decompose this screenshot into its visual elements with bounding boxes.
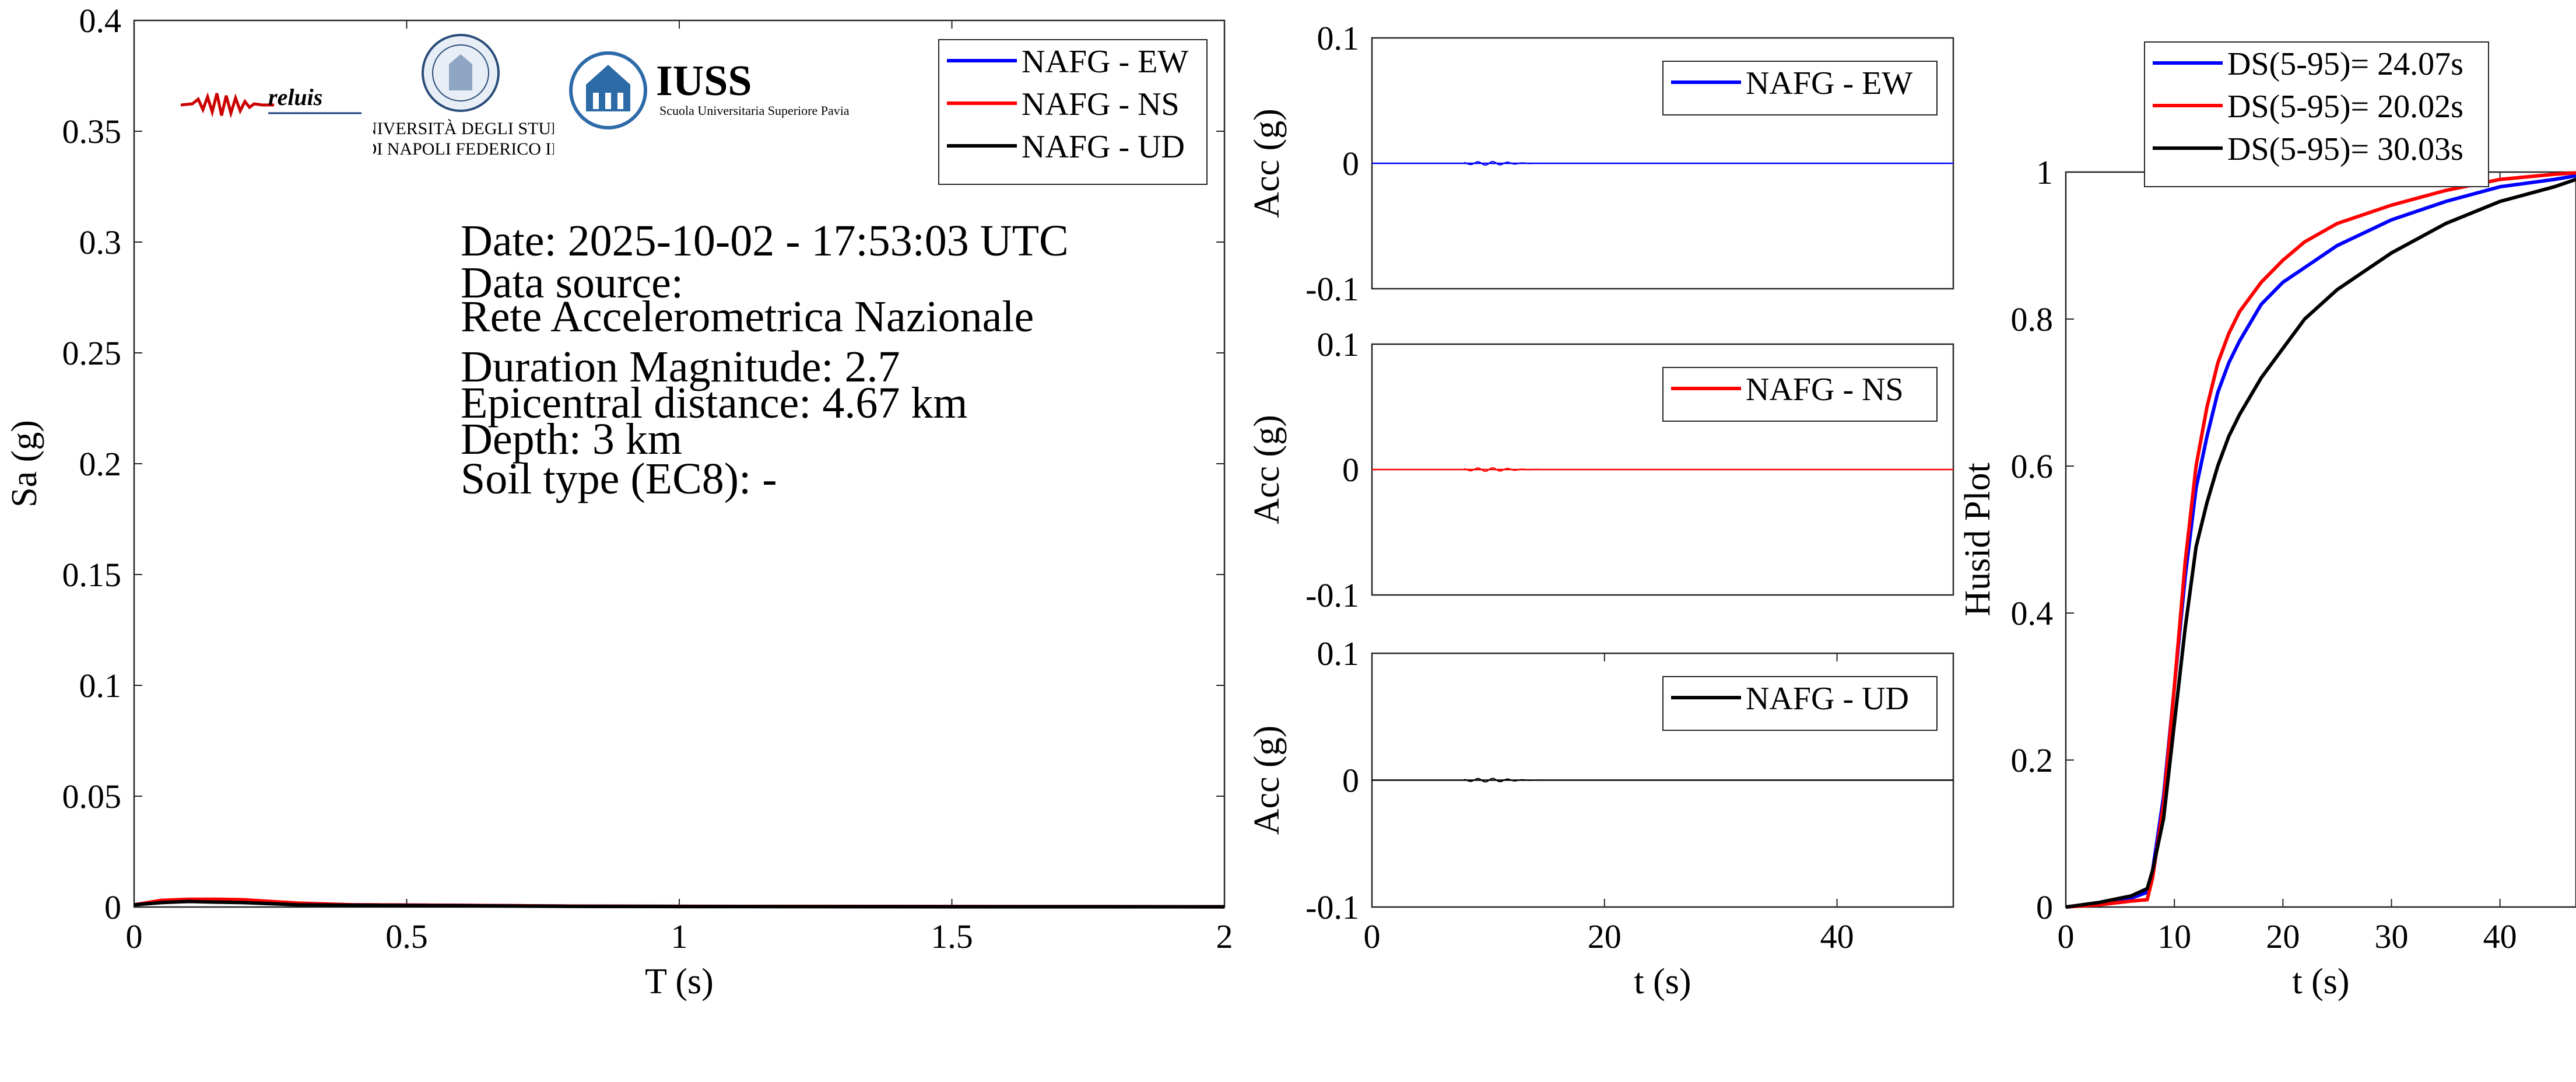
x-tick-label: 10 <box>2157 918 2191 955</box>
y-tick-label: 0.1 <box>79 667 122 705</box>
x-tick-label: 0 <box>126 918 143 955</box>
signal-burst <box>1464 467 1557 472</box>
legend-box <box>1662 367 1938 422</box>
legend-label: NAFG - EW <box>1746 65 1912 101</box>
x-tick-label: 30 <box>2375 918 2409 955</box>
y-axis-label: Sa (g) <box>5 420 44 507</box>
info-line: Date: 2025-10-02 - 17:53:03 UTC <box>461 216 1069 265</box>
info-line: Data source: <box>461 258 683 307</box>
y-tick-label: 0.1 <box>1317 325 1360 363</box>
x-axis-label: t (s) <box>1634 962 1691 1002</box>
signal-burst <box>1464 778 1557 783</box>
legend-label: DS(5-95)= 20.02s <box>2227 89 2463 125</box>
legend-label: NAFG - UD <box>1746 681 1909 717</box>
y-tick-label: 0.1 <box>1317 19 1360 57</box>
x-tick-label: 40 <box>2483 918 2517 955</box>
x-tick-label: 20 <box>1588 918 1622 955</box>
y-tick-label: 0.25 <box>62 334 122 372</box>
x-tick-label: 0 <box>2058 918 2075 955</box>
legend-box <box>1662 61 1938 115</box>
legend-label: DS(5-95)= 24.07s <box>2227 46 2463 82</box>
iuss-logo-title: IUSS <box>656 57 752 105</box>
info-line: Soil type (EC8): - <box>461 454 777 503</box>
y-tick-label: -0.1 <box>1305 576 1359 614</box>
reluis-logo: reluis <box>181 84 362 119</box>
x-tick-label: 20 <box>2266 918 2300 955</box>
legend-box <box>2144 41 2489 187</box>
x-tick-label: 40 <box>1820 918 1854 955</box>
series-line <box>2065 177 2576 909</box>
plot-area-4 <box>2065 171 2576 908</box>
x-tick-label: 1 <box>671 918 688 955</box>
legend-label: NAFG - NS <box>1022 86 1180 122</box>
x-tick-label: 1.5 <box>931 918 973 955</box>
x-axis-label: T (s) <box>645 962 714 1002</box>
legend-label: NAFG - UD <box>1022 129 1185 165</box>
info-line: Rete Accelerometrica Nazionale <box>461 292 1034 341</box>
y-tick-label: 0.05 <box>62 778 122 815</box>
y-tick-label: 1 <box>2036 153 2053 191</box>
unina-logo-line2: DI NAPOLI FEDERICO II <box>373 139 554 159</box>
iuss-logo-subtitle: Scuola Universitaria Superiore Pavia <box>659 103 850 118</box>
legend-label: NAFG - NS <box>1746 372 1904 408</box>
legend-box <box>1662 676 1938 731</box>
y-tick-label: 0 <box>1342 145 1359 183</box>
y-tick-label: 0.6 <box>2011 447 2054 485</box>
y-axis-label: Acc (g) <box>1247 726 1287 835</box>
series-line <box>2065 171 2576 909</box>
y-tick-label: 0.35 <box>62 113 122 150</box>
y-tick-label: 0 <box>104 888 121 926</box>
legend-box <box>938 39 1208 185</box>
y-tick-label: -0.1 <box>1305 888 1359 926</box>
reluis-logo-text: reluis <box>268 84 322 110</box>
y-tick-label: 0.4 <box>79 2 122 40</box>
x-tick-label: 0 <box>1364 918 1381 955</box>
y-tick-label: 0 <box>1342 762 1359 800</box>
y-tick-label: -0.1 <box>1305 270 1359 308</box>
info-line: Duration Magnitude: 2.7 <box>461 342 900 391</box>
y-tick-label: 0 <box>1342 451 1359 489</box>
y-tick-label: 0.8 <box>2011 300 2054 338</box>
legend-label: DS(5-95)= 30.03s <box>2227 131 2463 167</box>
x-tick-label: 2 <box>1216 918 1233 955</box>
y-tick-label: 0.2 <box>2011 741 2054 779</box>
iuss-logo: IUSS Scuola Universitaria Superiore Pavi… <box>569 51 850 129</box>
y-axis-label: Husid Plot <box>1958 463 1998 617</box>
y-tick-label: 0.4 <box>2011 594 2054 632</box>
legend-label: NAFG - EW <box>1022 44 1188 80</box>
y-tick-label: 0.2 <box>79 445 122 483</box>
y-tick-label: 0.1 <box>1317 635 1360 673</box>
x-axis-label: t (s) <box>2292 962 2349 1002</box>
y-tick-label: 0.3 <box>79 223 122 261</box>
signal-burst <box>1464 160 1557 166</box>
y-tick-label: 0 <box>2036 888 2053 926</box>
y-tick-label: 0.15 <box>62 556 122 594</box>
y-axis-label: Acc (g) <box>1247 415 1287 524</box>
y-axis-label: Acc (g) <box>1247 108 1287 218</box>
x-tick-label: 0.5 <box>385 918 428 955</box>
series-line <box>134 899 1224 909</box>
info-line: Depth: 3 km <box>461 415 682 464</box>
info-line: Epicentral distance: 4.67 km <box>461 379 968 428</box>
